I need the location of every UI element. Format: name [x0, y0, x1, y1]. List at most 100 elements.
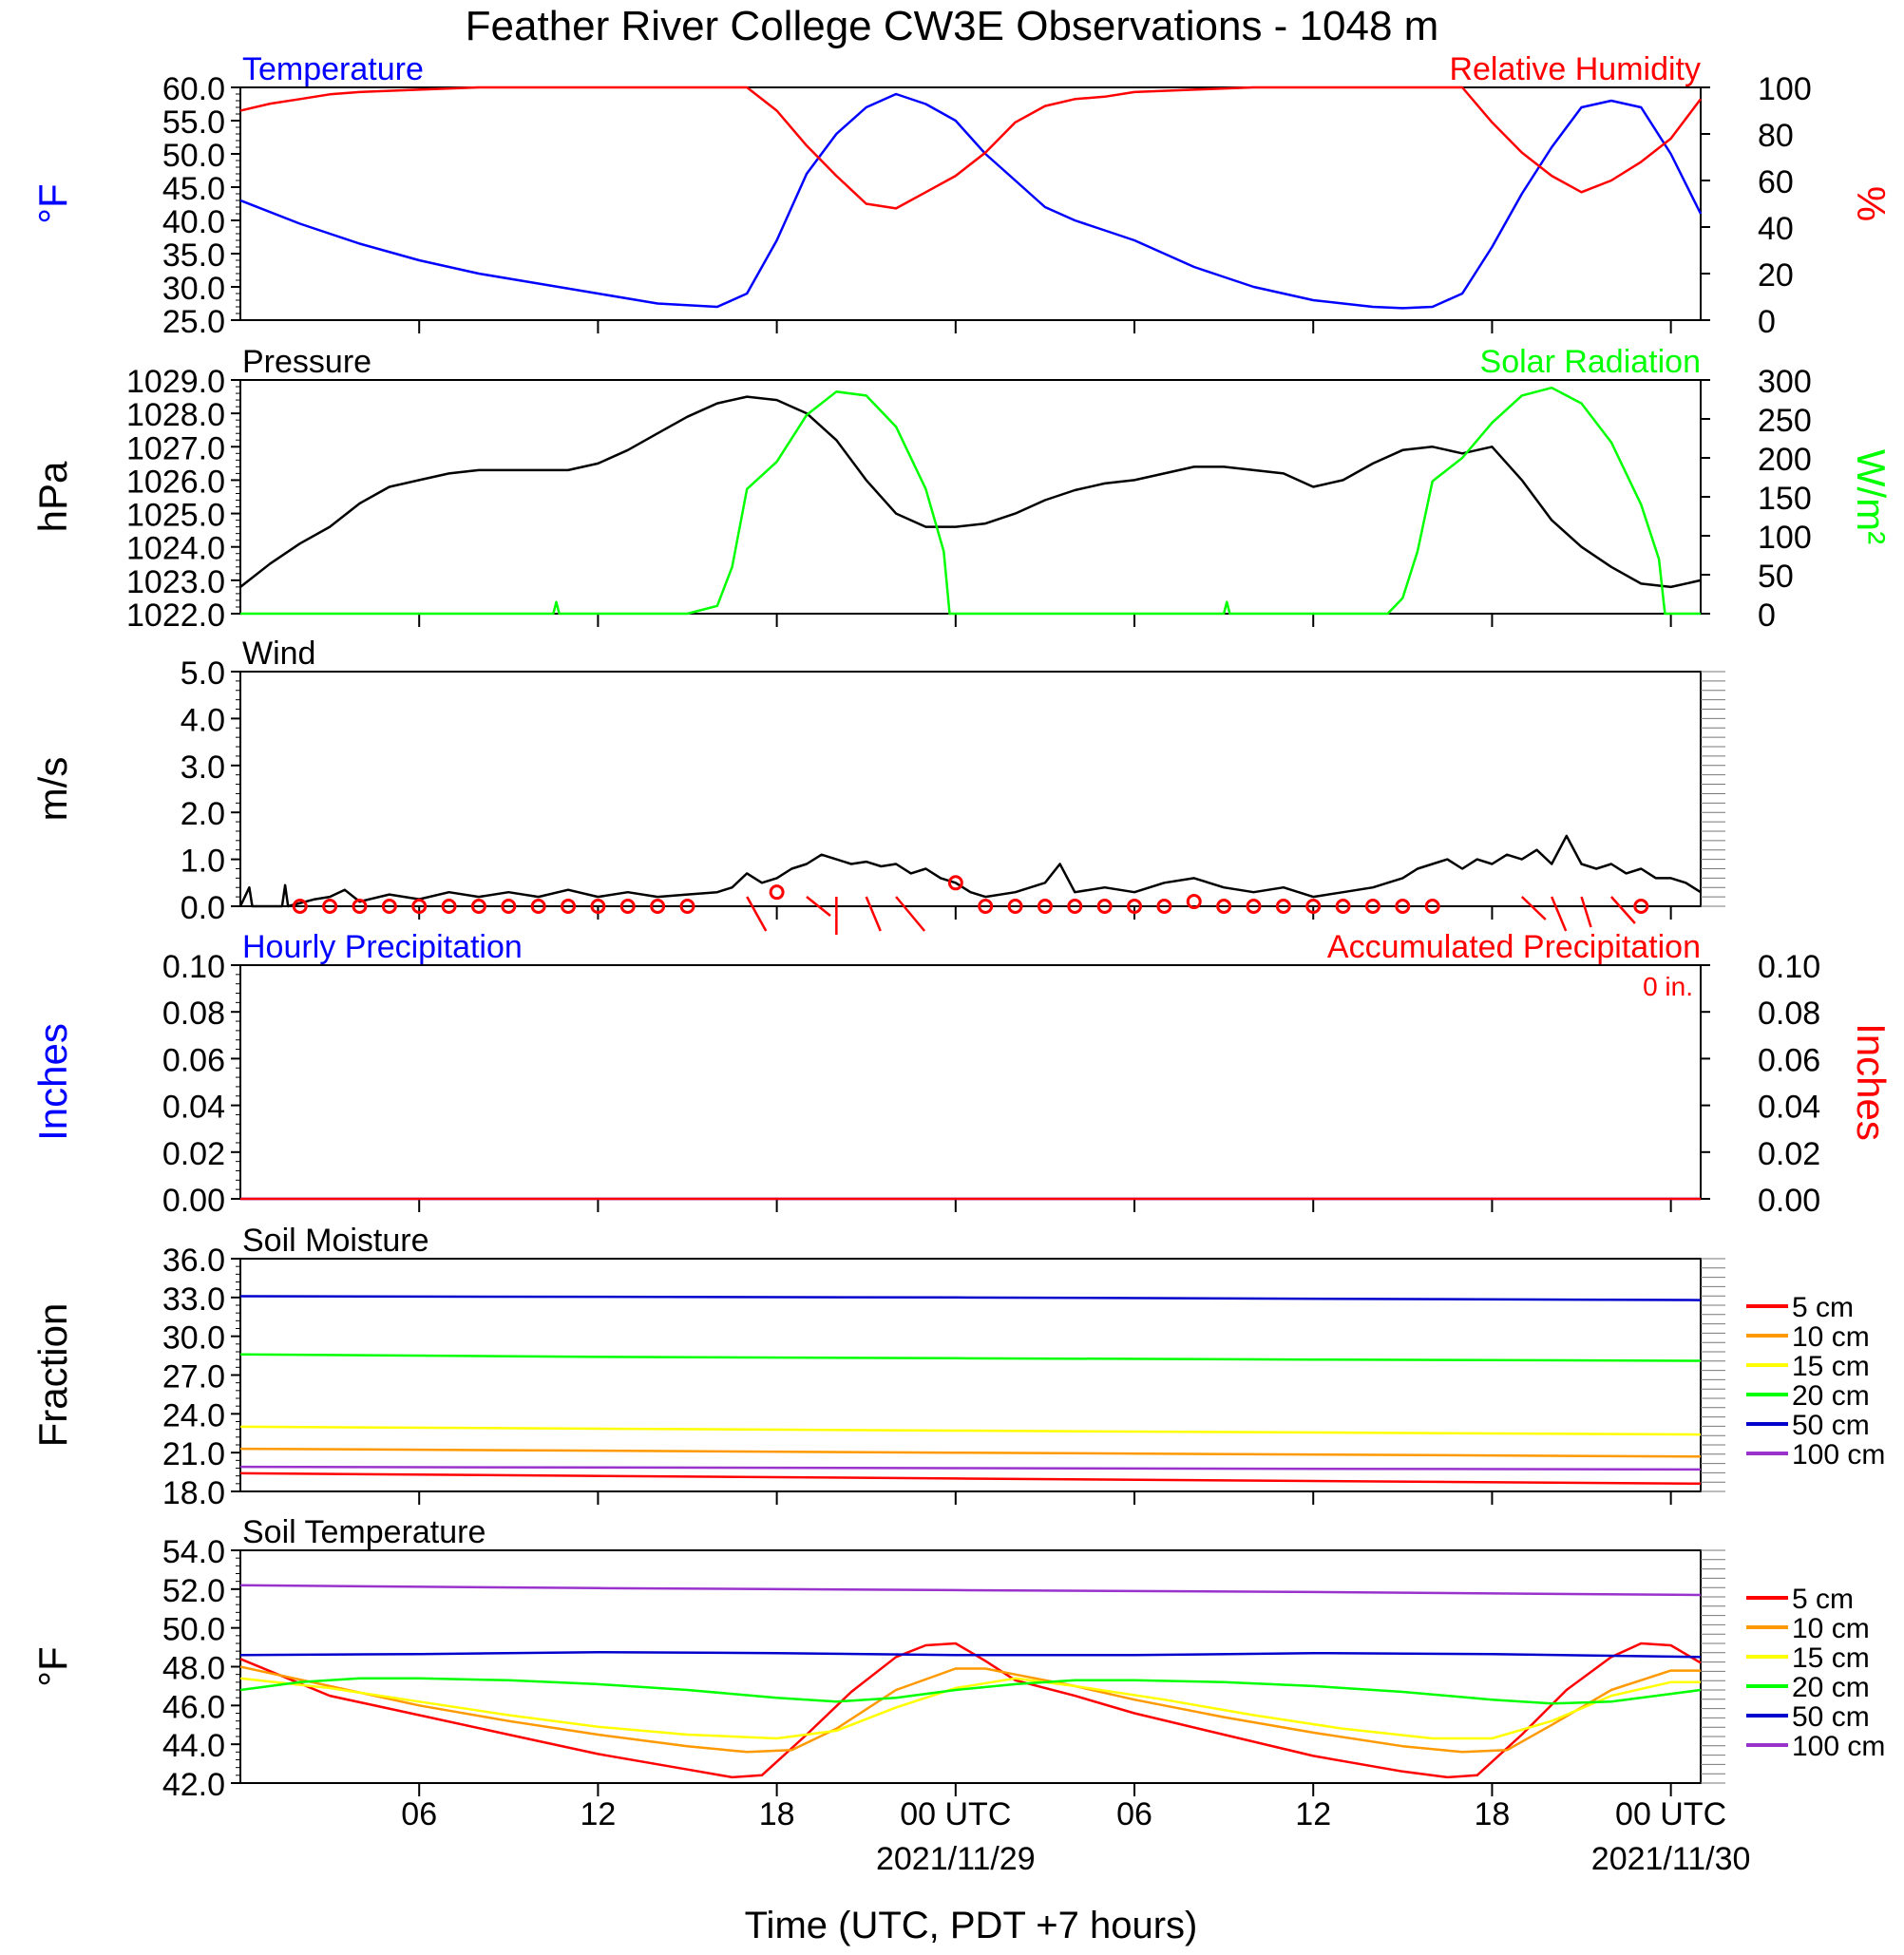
series-wind — [238, 834, 1702, 908]
panel-title-right: Solar Radiation — [1480, 344, 1701, 380]
series-100-cm — [239, 1584, 1702, 1597]
y-tick-label: 5.0 — [181, 655, 225, 692]
wind-calm-marker — [470, 899, 486, 914]
wind-calm-marker — [679, 899, 695, 914]
y-tick-label: 60.0 — [162, 71, 225, 107]
wind-calm-marker — [1007, 899, 1023, 914]
panel-wind: 0.0 1.0 2.0 3.0 4.0 5.0 Wind m/s — [30, 636, 1725, 935]
y-tick-label: 40.0 — [162, 204, 225, 240]
wind-calm-marker — [1216, 899, 1232, 914]
wind-calm-marker — [381, 899, 397, 914]
series-10-cm — [239, 1665, 1701, 1754]
wind-calm-marker — [1067, 899, 1083, 914]
y-right-tick-label: 0.08 — [1758, 996, 1820, 1032]
series-50-cm — [239, 1650, 1702, 1659]
x-tick-label: 00 UTC — [1615, 1796, 1726, 1832]
legend-label: 50 cm — [1792, 1701, 1870, 1733]
series-100-cm — [239, 1465, 1702, 1471]
panel-title-left: Temperature — [242, 51, 424, 87]
y-tick-label: 45.0 — [162, 171, 225, 207]
wind-calm-marker — [1305, 899, 1322, 914]
y-right-tick-label: 0.10 — [1758, 949, 1820, 985]
series-10-cm — [239, 1447, 1702, 1458]
wind-barb — [806, 896, 831, 917]
y-tick-label: 50.0 — [162, 1612, 225, 1648]
y-right-tick-label: 80 — [1758, 118, 1794, 154]
y-tick-label: 1027.0 — [126, 430, 225, 466]
wind-calm-marker — [1127, 899, 1143, 914]
wind-barb — [1551, 896, 1568, 932]
series-5-cm — [239, 1471, 1702, 1486]
series-relative-humidity — [239, 85, 1702, 210]
wind-calm-marker — [322, 899, 338, 914]
precip-total-annotation: 0 in. — [1643, 972, 1693, 1001]
x-tick-label: 18 — [759, 1796, 795, 1832]
y-axis-label-right: W/m² — [1849, 449, 1894, 544]
panel-temp-rh: 25.030.035.040.045.050.055.060.0 0 20 40 60 8… — [30, 51, 1894, 340]
y-axis-label-left: °F — [30, 1646, 75, 1686]
series-50-cm — [239, 1295, 1702, 1301]
y-tick-label: 55.0 — [162, 104, 225, 141]
y-axis-label-left: hPa — [30, 461, 75, 532]
y-tick-label: 48.0 — [162, 1651, 225, 1687]
wind-calm-marker — [619, 899, 636, 914]
x-tick-label: 12 — [1295, 1796, 1331, 1832]
wind-calm-marker — [978, 899, 994, 914]
legend-label: 20 cm — [1792, 1380, 1870, 1412]
x-tick-label: 06 — [401, 1796, 437, 1832]
y-tick-label: 0.02 — [162, 1136, 225, 1172]
wind-calm-marker — [1037, 899, 1053, 914]
panel-title-left: Pressure — [242, 344, 371, 380]
x-tick-label: 12 — [580, 1796, 616, 1832]
wind-barb — [895, 896, 926, 932]
panel-title-left: Wind — [242, 636, 315, 672]
y-right-tick-label: 0.02 — [1758, 1136, 1820, 1172]
y-tick-label: 27.0 — [162, 1359, 225, 1395]
y-tick-label: 0.06 — [162, 1042, 225, 1078]
y-tick-label: 46.0 — [162, 1689, 225, 1725]
plot-frame — [239, 671, 1702, 907]
y-axis-label-left: °F — [30, 183, 75, 223]
y-axis-label-left: Inches — [30, 1023, 75, 1141]
y-tick-label: 1024.0 — [126, 531, 225, 567]
legend-label: 100 cm — [1792, 1731, 1885, 1762]
series-temperature — [239, 92, 1703, 310]
panel-title-left: Soil Temperature — [242, 1514, 486, 1550]
y-right-tick-label: 150 — [1758, 481, 1812, 517]
y-axis-label-right: Inches — [1849, 1023, 1894, 1141]
x-axis-label: Time (UTC, PDT +7 hours) — [745, 1905, 1198, 1946]
y-tick-label: 30.0 — [162, 271, 225, 307]
wind-calm-marker — [1156, 899, 1172, 914]
y-right-tick-label: 300 — [1758, 364, 1812, 400]
wind-calm-marker — [1395, 899, 1411, 914]
y-right-tick-label: 200 — [1758, 442, 1812, 478]
y-tick-label: 25.0 — [162, 304, 225, 340]
legend-label: 15 cm — [1792, 1351, 1870, 1382]
x-date-label: 2021/11/29 — [876, 1841, 1036, 1877]
wind-barb — [1580, 896, 1592, 928]
x-tick-label: 18 — [1475, 1796, 1511, 1832]
panels: 25.030.035.040.045.050.055.060.002040608… — [30, 51, 1894, 1803]
wind-calm-marker — [947, 875, 963, 891]
panel-title-right: Relative Humidity — [1449, 51, 1701, 87]
y-tick-label: 52.0 — [162, 1573, 225, 1609]
y-axis-label-left: Fraction — [30, 1303, 75, 1448]
y-right-tick-label: 60 — [1758, 164, 1794, 200]
y-tick-label: 33.0 — [162, 1281, 225, 1318]
wind-calm-marker — [292, 899, 308, 914]
wind-calm-marker — [650, 899, 666, 914]
y-right-tick-label: 20 — [1758, 257, 1794, 294]
legend-label: 5 cm — [1792, 1584, 1854, 1615]
y-tick-label: 1028.0 — [126, 397, 225, 433]
wind-calm-marker — [411, 899, 428, 914]
y-tick-label: 1029.0 — [126, 364, 225, 400]
wind-calm-marker — [1096, 899, 1113, 914]
y-tick-label: 0.0 — [181, 890, 225, 926]
panel-precip: 0.00 0.02 0.04 0.06 0.08 0.10 0.00 0.02 0.04 0.06… — [30, 929, 1894, 1219]
panel-title-right: Accumulated Precipitation — [1327, 929, 1701, 965]
y-tick-label: 0.10 — [162, 949, 225, 985]
y-tick-label: 1025.0 — [126, 498, 225, 534]
x-axis: 06 12 18 00 UTC 2021/11/29 06 12 18 00 UTC 2021/1… — [401, 1796, 1750, 1877]
y-tick-label: 2.0 — [181, 796, 225, 832]
y-tick-label: 4.0 — [181, 702, 225, 738]
